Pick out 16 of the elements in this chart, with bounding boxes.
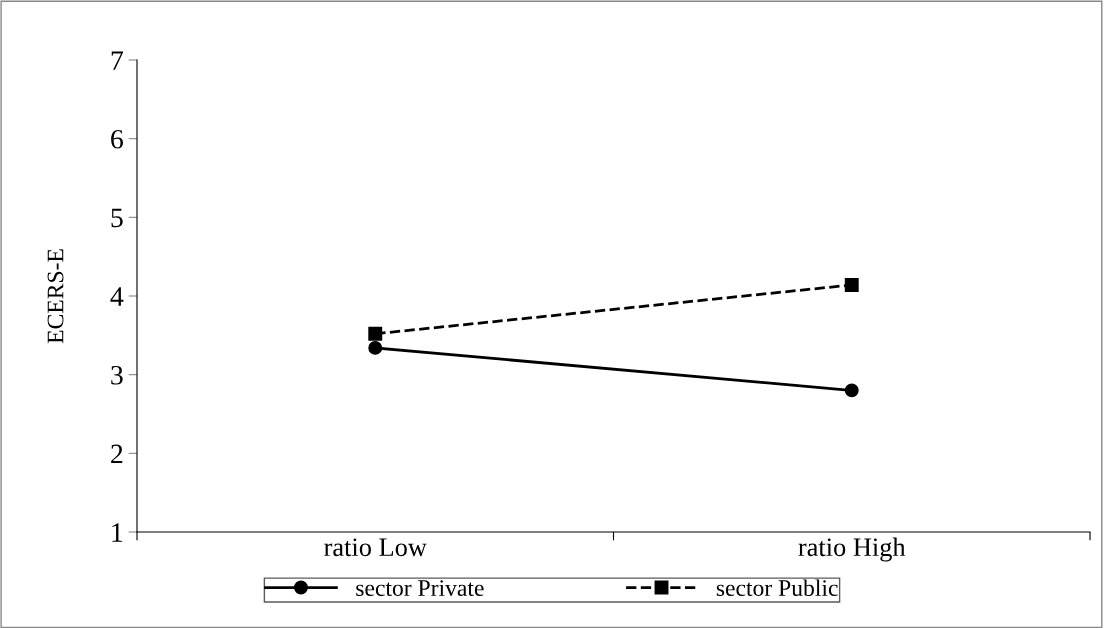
point [844, 278, 859, 292]
y-tick-label: 3 [111, 365, 123, 385]
y-tick-label: 4 [110, 287, 124, 306]
point [368, 340, 383, 355]
legend-label: sector Private [356, 580, 484, 597]
y-tick-label: 6 [111, 129, 123, 149]
x-tick-label: ratio Low [324, 538, 427, 557]
point [368, 326, 383, 341]
point [844, 383, 859, 398]
legend-label: sector Public [716, 579, 838, 597]
y-tick-label: 2 [111, 444, 123, 463]
y-tick-label: 5 [111, 208, 123, 228]
x-tick-label: ratio High [798, 537, 906, 562]
y-tick-label: 7 [111, 51, 124, 70]
y-axis-title: ECERS-E [47, 249, 64, 344]
y-tick-label: 1 [112, 523, 123, 542]
